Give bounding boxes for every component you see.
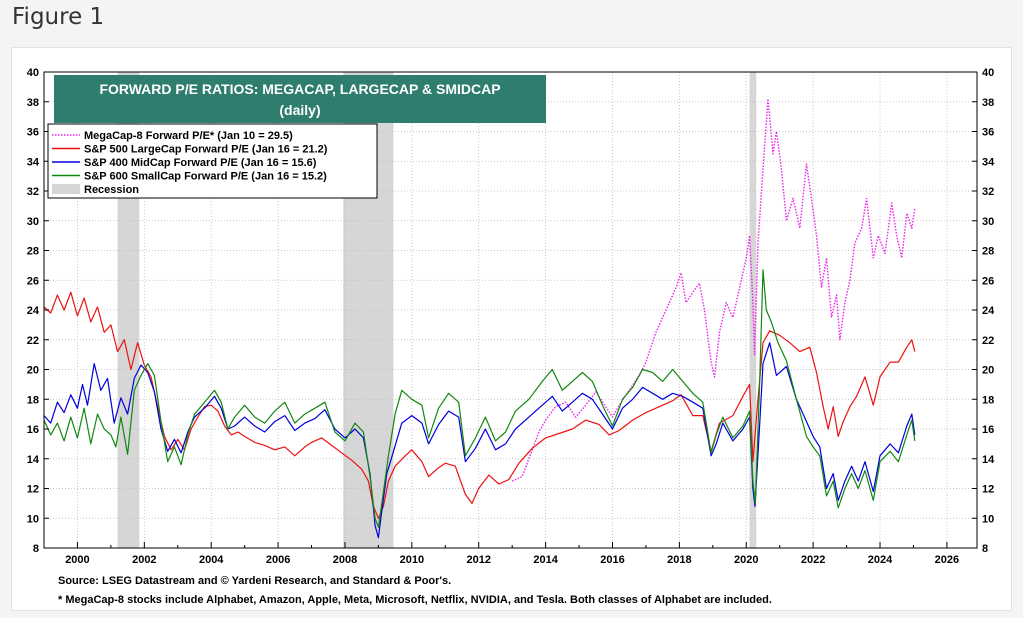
y-tick-label-left: 18 [27, 394, 39, 406]
x-tick-label: 2020 [734, 554, 758, 566]
y-tick-label-right: 36 [982, 127, 994, 139]
y-tick-label-right: 12 [982, 484, 994, 496]
series-line-0 [511, 98, 916, 482]
y-tick-label-right: 38 [982, 97, 994, 109]
legend-label-1: S&P 500 LargeCap Forward P/E (Jan 16 = 2… [84, 144, 328, 156]
y-tick-label-left: 24 [27, 305, 40, 317]
x-tick-label: 2006 [266, 554, 290, 566]
x-tick-label: 2002 [132, 554, 156, 566]
legend-swatch-4 [52, 184, 80, 194]
x-tick-label: 2000 [65, 554, 89, 566]
y-tick-label-left: 30 [27, 216, 39, 228]
chart-card: 8 8 10 10 12 12 14 14 16 16 18 18 20 20 22 22 24 24 26 26 28… [11, 47, 1012, 611]
x-tick-label: 2014 [533, 554, 558, 566]
legend-label-4: Recession [84, 184, 139, 196]
x-tick-label: 2004 [199, 554, 224, 566]
y-tick-label-right: 18 [982, 394, 994, 406]
y-tick-label-left: 12 [27, 484, 39, 496]
y-tick-label-left: 28 [27, 246, 39, 258]
y-tick-label-left: 16 [27, 424, 39, 436]
y-tick-label-right: 14 [982, 454, 995, 466]
x-tick-label: 2010 [400, 554, 424, 566]
x-tick-label: 2012 [466, 554, 490, 566]
x-tick-label: 2008 [333, 554, 357, 566]
y-tick-label-right: 32 [982, 186, 994, 198]
chart-title: FORWARD P/E RATIOS: MEGACAP, LARGECAP & … [99, 81, 500, 97]
y-tick-label-left: 8 [33, 543, 39, 555]
y-tick-label-left: 32 [27, 186, 39, 198]
y-tick-label-right: 26 [982, 275, 994, 287]
y-tick-label-left: 20 [27, 365, 39, 377]
legend-label-0: MegaCap-8 Forward P/E* (Jan 10 = 29.5) [84, 130, 293, 142]
y-tick-label-right: 22 [982, 335, 994, 347]
legend-box [47, 123, 378, 199]
title-background [54, 75, 546, 123]
y-tick-label-left: 34 [27, 156, 40, 168]
y-tick-label-right: 30 [982, 216, 994, 228]
y-tick-label-left: 14 [27, 454, 40, 466]
y-tick-label-right: 16 [982, 424, 994, 436]
y-tick-label-right: 28 [982, 246, 994, 258]
x-tick-label: 2026 [935, 554, 959, 566]
gridlines [44, 72, 977, 548]
y-tick-label-left: 22 [27, 335, 39, 347]
legend-label-3: S&P 600 SmallCap Forward P/E (Jan 16 = 1… [84, 171, 327, 183]
chart-title-box: FORWARD P/E RATIOS: MEGACAP, LARGECAP & … [54, 75, 546, 123]
y-tick-label-left: 38 [27, 97, 39, 109]
y-tick-label-left: 10 [27, 513, 39, 525]
x-tick-label: 2016 [600, 554, 624, 566]
x-tick-label: 2018 [667, 554, 691, 566]
megacap-footnote: * MegaCap-8 stocks include Alphabet, Ama… [58, 594, 772, 606]
series-line-1 [43, 291, 916, 519]
y-tick-label-right: 10 [982, 513, 994, 525]
legend: MegaCap-8 Forward P/E* (Jan 10 = 29.5) S&… [47, 123, 378, 199]
y-tick-label-right: 40 [982, 67, 994, 79]
x-tick-label: 2022 [801, 554, 825, 566]
y-tick-label-right: 34 [982, 156, 995, 168]
y-tick-label-left: 36 [27, 127, 39, 139]
y-tick-label-right: 24 [982, 305, 995, 317]
y-tick-label-right: 8 [982, 543, 988, 555]
x-tick-label: 2024 [868, 554, 893, 566]
series-line-2 [43, 342, 916, 539]
series-line-3 [43, 269, 916, 528]
y-tick-label-left: 26 [27, 275, 39, 287]
source-note: Source: LSEG Datastream and © Yardeni Re… [58, 575, 452, 587]
figure-heading: Figure 1 [12, 4, 105, 30]
chart-subtitle: (daily) [279, 102, 320, 118]
legend-label-2: S&P 400 MidCap Forward P/E (Jan 16 = 15.… [84, 157, 317, 169]
y-tick-label-left: 40 [27, 67, 39, 79]
y-tick-label-right: 20 [982, 365, 994, 377]
